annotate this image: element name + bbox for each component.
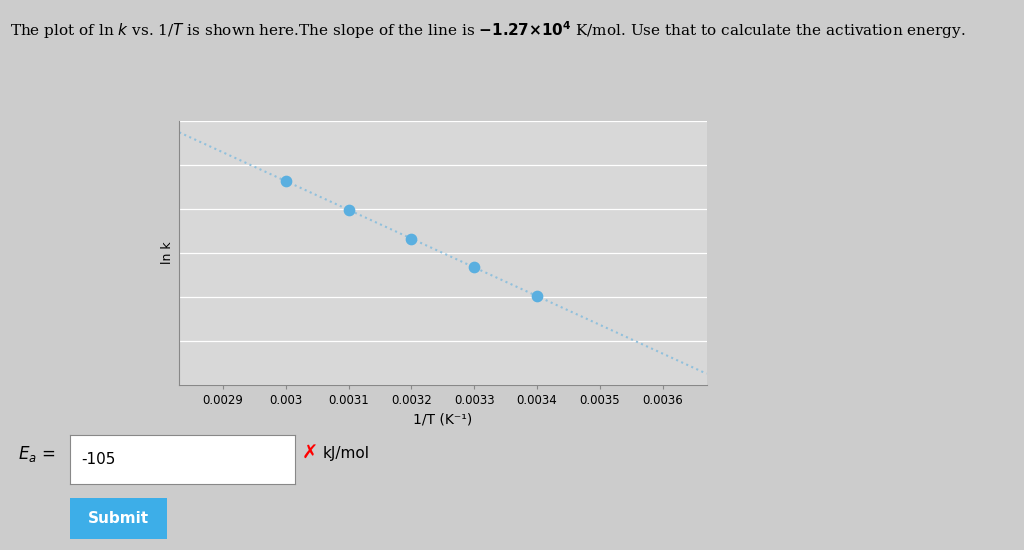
- Point: [403, 234, 420, 243]
- Point: [341, 206, 357, 214]
- Point: [278, 177, 294, 185]
- Y-axis label: ln k: ln k: [161, 241, 174, 265]
- Text: The plot of ln $k$ vs. 1/$T$ is shown here.The slope of the line is $\bf{-1.27{\: The plot of ln $k$ vs. 1/$T$ is shown he…: [10, 19, 966, 41]
- Text: -105: -105: [81, 452, 116, 467]
- Point: [528, 292, 545, 300]
- Text: $E_a$ =: $E_a$ =: [18, 444, 56, 464]
- Text: Submit: Submit: [88, 511, 148, 526]
- Text: kJ/mol: kJ/mol: [323, 446, 370, 461]
- Text: ✗: ✗: [302, 444, 318, 463]
- X-axis label: 1/T (K⁻¹): 1/T (K⁻¹): [414, 412, 472, 427]
- Point: [466, 263, 482, 272]
